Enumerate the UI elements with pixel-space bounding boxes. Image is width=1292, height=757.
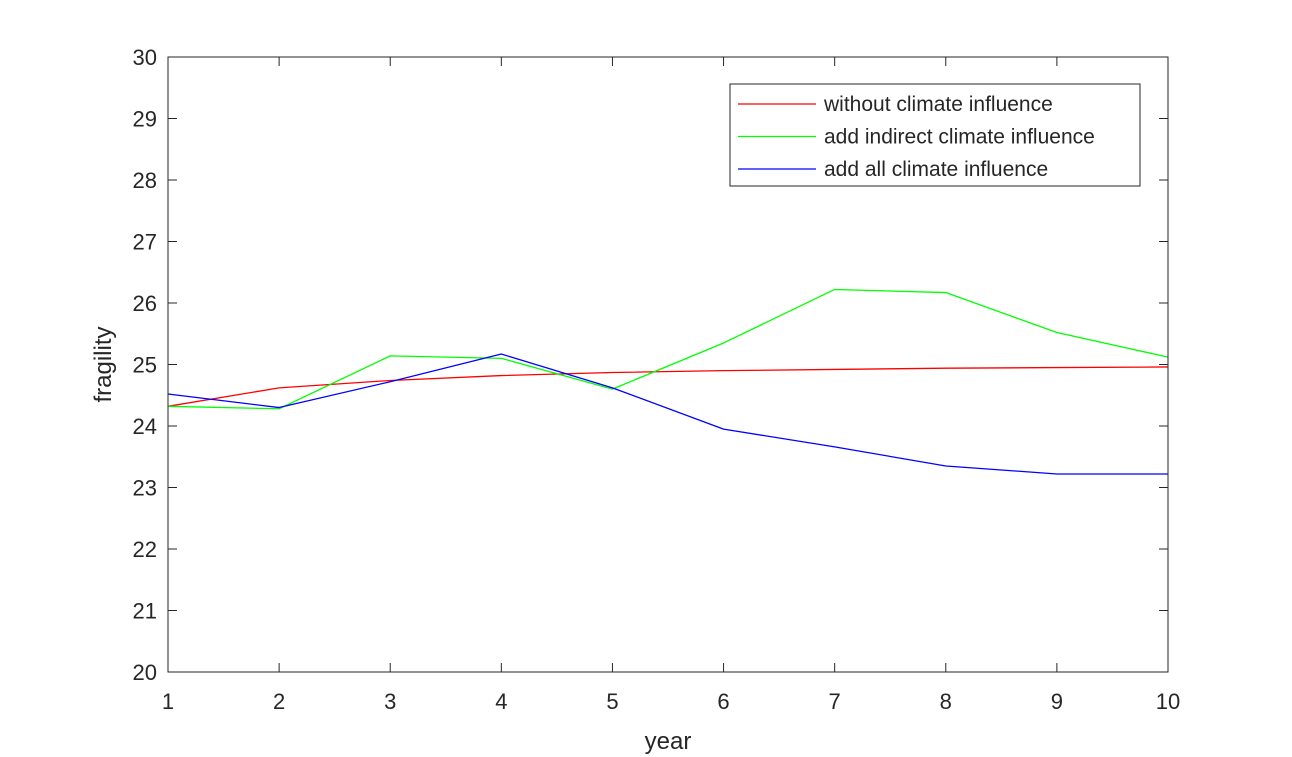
series-line-add-all-climate-influence [167,353,1168,475]
x-tick-label: 7 [829,689,841,714]
legend-label-without-climate-influence: without climate influence [823,93,1053,116]
x-tick-label: 5 [606,689,618,714]
y-tick-label: 24 [133,414,157,439]
y-axis-label: fragility [90,326,117,402]
y-tick-label: 25 [133,353,157,378]
y-tick-label: 27 [133,230,157,255]
x-tick-label: 9 [1051,689,1063,714]
y-tick-label: 30 [133,45,157,70]
series-line-add-indirect-climate-influence [167,288,1169,410]
x-tick-label: 8 [940,689,952,714]
x-tick-label: 10 [1156,689,1180,714]
x-tick-label: 2 [273,689,285,714]
y-tick-label: 22 [133,537,157,562]
x-tick-label: 6 [717,689,729,714]
y-tick-label: 20 [133,660,157,685]
x-tick-label: 4 [495,689,507,714]
y-tick-label: 26 [133,291,157,316]
x-tick-label: 1 [162,689,174,714]
series-line-without-climate-influence [167,366,1169,407]
legend: without climate influence add indirect c… [729,83,1141,187]
legend-label-add-all-climate-influence: add all climate influence [824,158,1048,181]
y-tick-label: 21 [133,599,157,624]
series-layer [167,288,1169,475]
x-axis-ticks: 1 2 3 4 5 6 7 8 9 10 [162,57,1180,714]
y-tick-label: 29 [133,107,157,132]
x-tick-label: 3 [384,689,396,714]
y-axis-ticks: 20 21 22 23 24 25 26 27 28 29 30 [133,45,1168,685]
plot-frame [167,56,1169,673]
x-axis-label: year [645,728,692,755]
legend-label-add-indirect-climate-influence: add indirect climate influence [824,126,1095,149]
y-tick-label: 23 [133,476,157,501]
y-tick-label: 28 [133,168,157,193]
